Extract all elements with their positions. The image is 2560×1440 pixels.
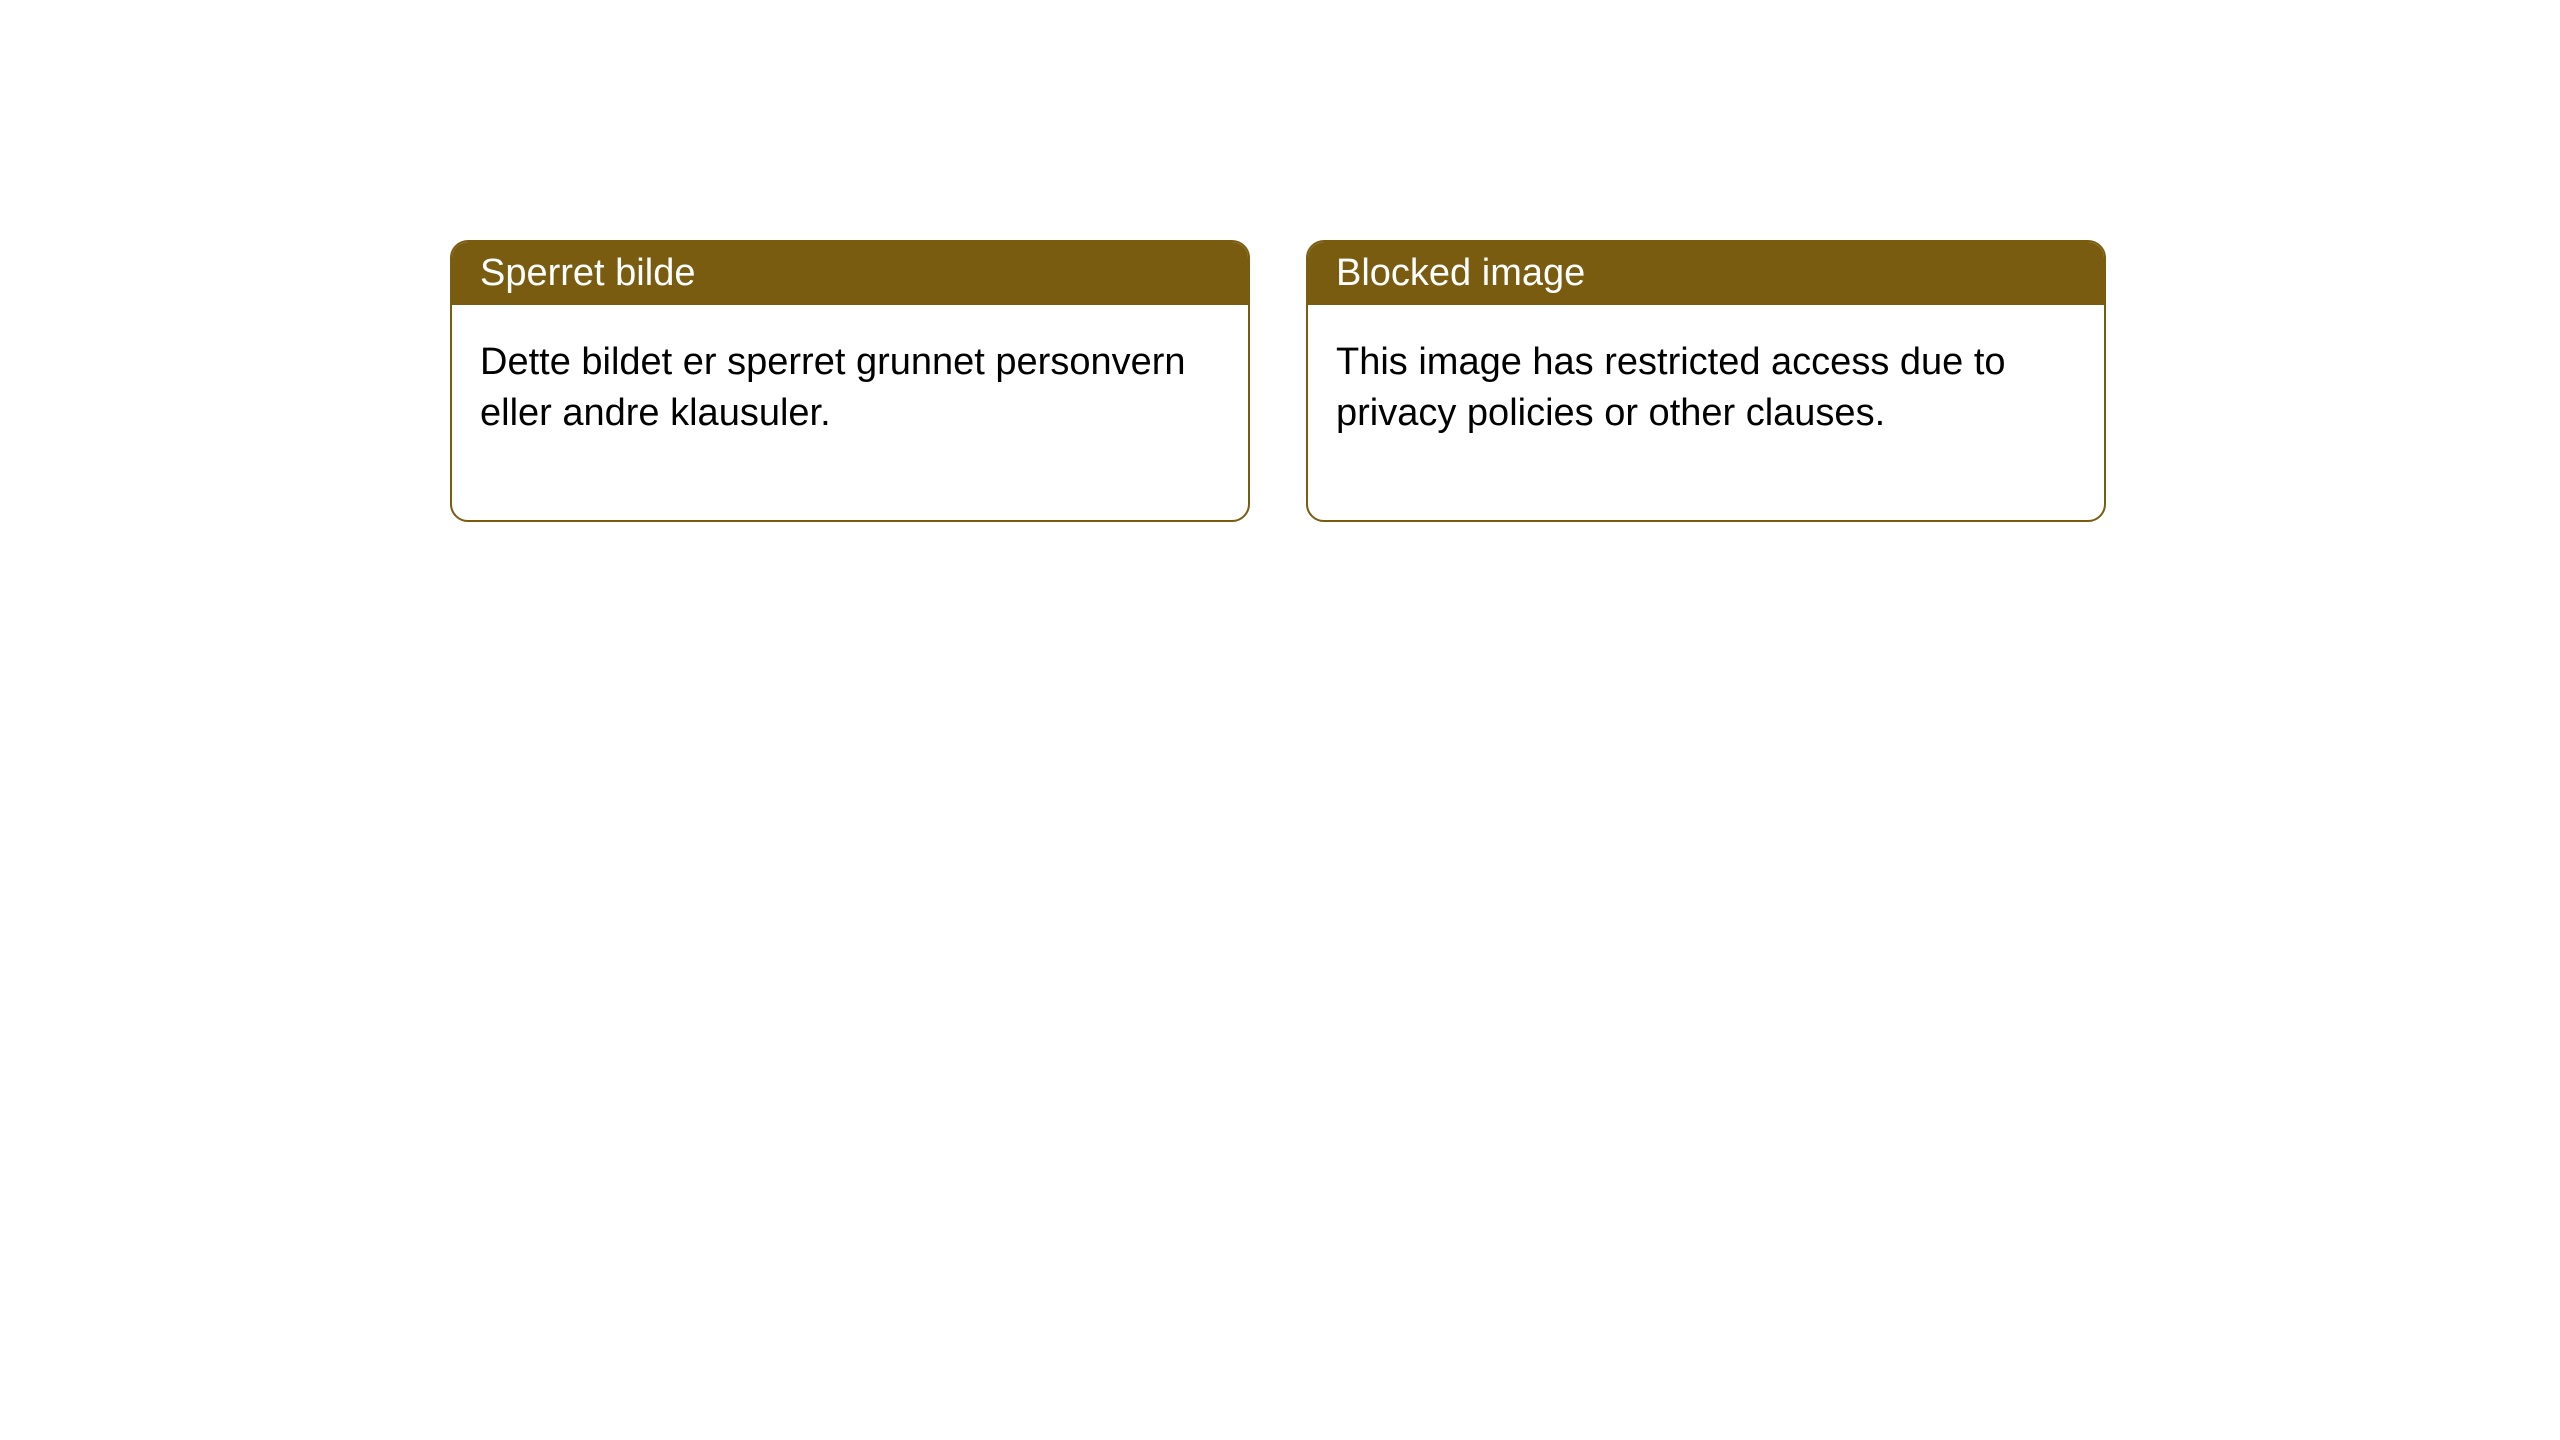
cards-container: Sperret bilde Dette bildet er sperret gr… [450, 240, 2106, 522]
card-body-en: This image has restricted access due to … [1308, 305, 2104, 520]
card-title-en: Blocked image [1336, 252, 1585, 294]
blocked-image-card-en: Blocked image This image has restricted … [1306, 240, 2106, 522]
card-title-no: Sperret bilde [480, 252, 695, 294]
blocked-image-card-no: Sperret bilde Dette bildet er sperret gr… [450, 240, 1250, 522]
card-body-no: Dette bildet er sperret grunnet personve… [452, 305, 1248, 520]
card-body-text-en: This image has restricted access due to … [1336, 341, 2006, 434]
card-header-no: Sperret bilde [452, 242, 1248, 305]
card-header-en: Blocked image [1308, 242, 2104, 305]
card-body-text-no: Dette bildet er sperret grunnet personve… [480, 341, 1186, 434]
